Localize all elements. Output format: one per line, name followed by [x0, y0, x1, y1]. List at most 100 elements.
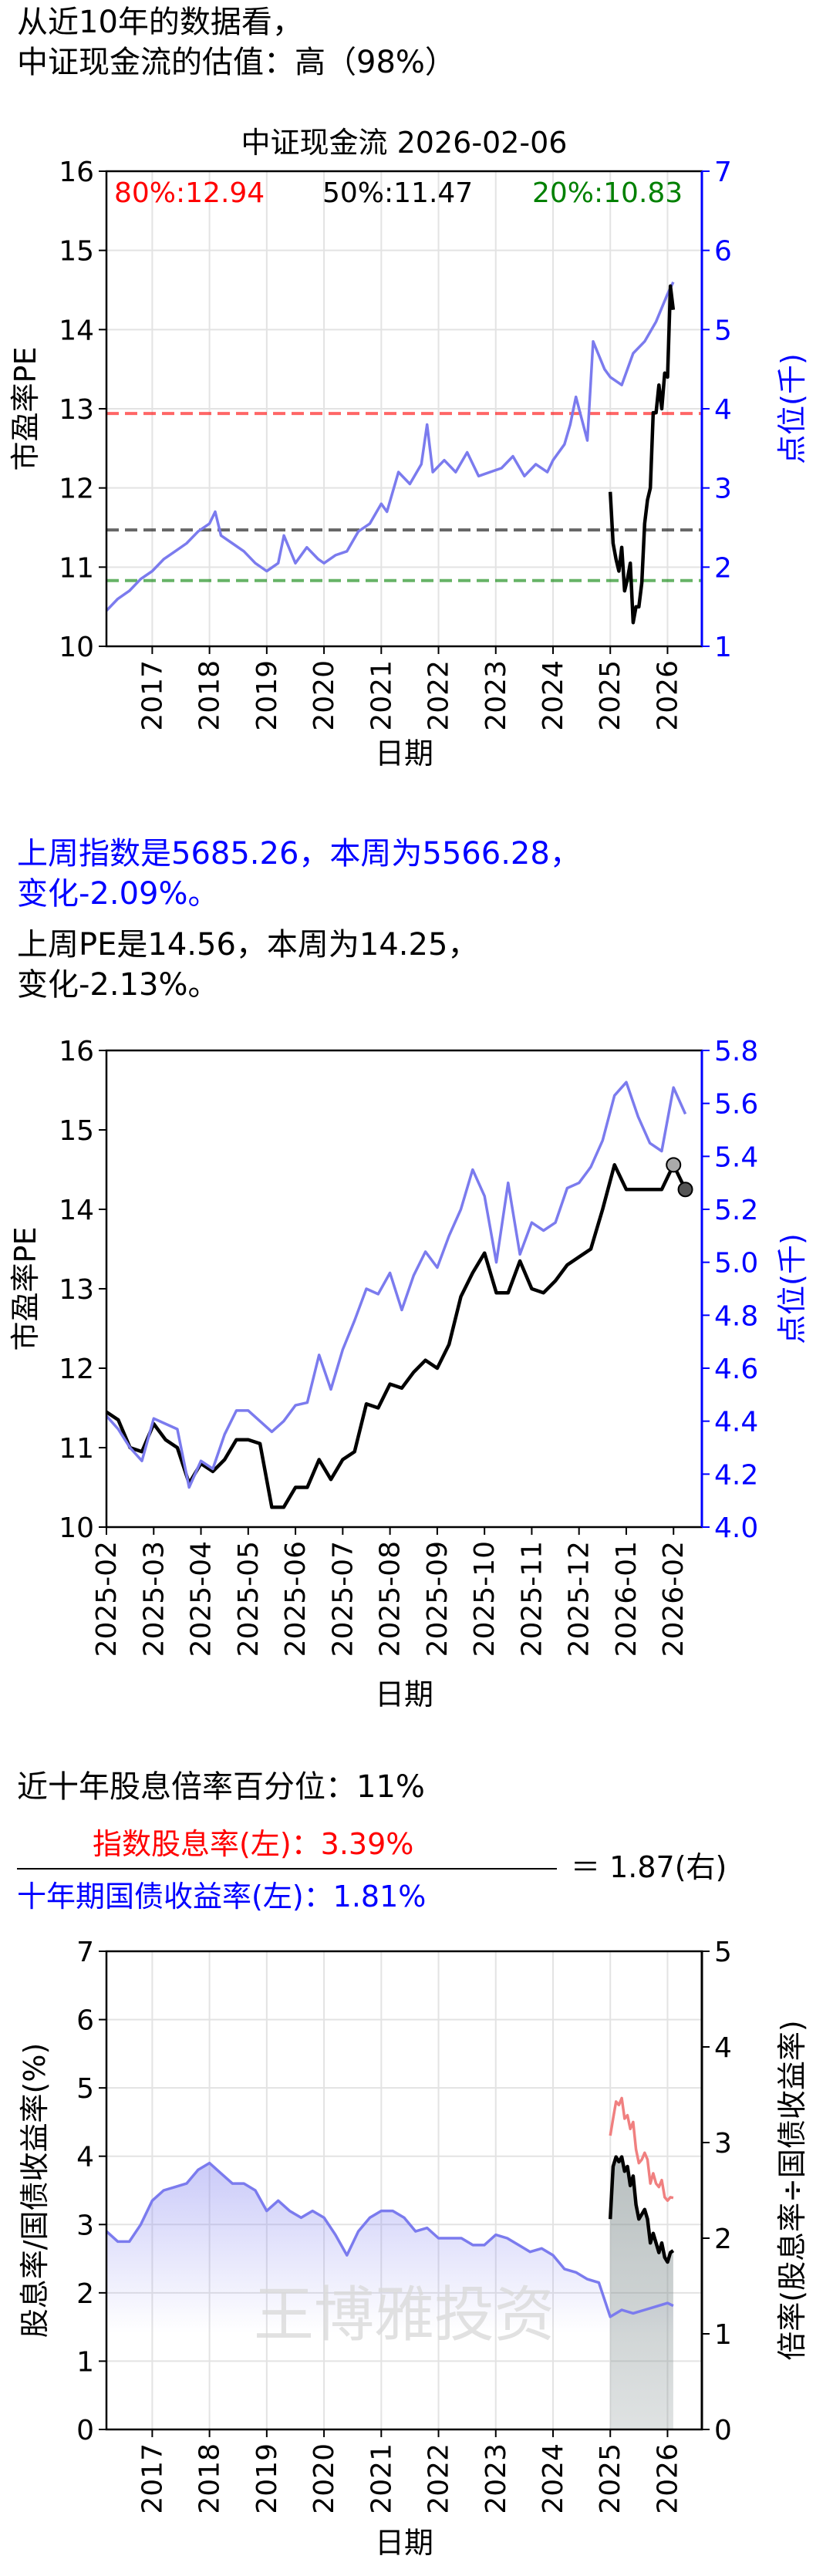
y2-tick-label: 4.0: [714, 1512, 758, 1544]
x-tick-label: 2019: [251, 2443, 283, 2514]
fraction-bar: [17, 1868, 557, 1870]
y2-axis-label: 点位(千): [775, 353, 809, 464]
x-tick-label: 2022: [423, 660, 455, 731]
y2-tick-label: 4.8: [714, 1300, 758, 1332]
x-axis-label: 日期: [375, 1677, 433, 1711]
series-line-0: [105, 281, 675, 612]
x-tick-label: 2025-05: [233, 1541, 265, 1657]
valuation-headline-2: 中证现金流的估值：高（98%）: [17, 45, 456, 80]
x-tick-label: 2020: [309, 660, 340, 731]
index-change-line-2: 变化-2.09%。: [17, 876, 219, 912]
percentile-label-0: 80%:12.94: [114, 177, 265, 209]
x-tick-label: 2018: [194, 2443, 226, 2514]
y2-tick-label: 5.0: [714, 1248, 758, 1280]
y2-tick-label: 5.4: [714, 1141, 758, 1173]
y2-tick-label: 3: [714, 2128, 732, 2160]
x-tick-label: 2022: [423, 2443, 455, 2514]
series-line-1: [609, 2096, 674, 2203]
x-tick-label: 2025-03: [138, 1541, 170, 1657]
bond-yield-fill: [106, 2163, 673, 2334]
y2-tick-label: 6: [714, 236, 732, 268]
chart-title: 中证现金流 2026-02-06: [241, 126, 568, 160]
pe-index-chart-1y: 10 11 12 13 14 15 16 4.0 4.2 4.4 4.6 4.8 5.0 5.2 5.4 5.…: [8, 1036, 809, 1711]
x-tick-label: 2025: [595, 2443, 626, 2514]
y-tick-label: 12: [59, 1354, 94, 1385]
bond-yield-denominator: 十年期国债收益率(左)：1.81%: [17, 1880, 427, 1913]
pe-marker-1: [677, 1182, 693, 1198]
y2-tick-label: 1: [714, 2319, 732, 2351]
y-tick-label: 10: [59, 1512, 94, 1544]
ratio-fill: [610, 2156, 673, 2429]
valuation-headline-1: 从近10年的数据看，: [17, 5, 303, 40]
series-line-0: [105, 1163, 687, 1509]
x-axis-label: 日期: [375, 737, 433, 770]
y-tick-label: 13: [59, 1274, 94, 1306]
y2-tick-label: 2: [714, 552, 732, 584]
index-change-line-1: 上周指数是5685.26，本周为5566.28，: [17, 836, 581, 872]
y-tick-label: 7: [76, 1937, 94, 1968]
x-tick-label: 2024: [538, 2443, 569, 2514]
y2-tick-label: 0: [714, 2415, 732, 2446]
x-tick-label: 2020: [309, 2443, 340, 2514]
y2-tick-label: 5.8: [714, 1036, 758, 1067]
y-tick-label: 14: [59, 315, 94, 346]
x-tick-label: 2024: [538, 660, 569, 731]
dividend-yield-numerator: 指数股息率(左)：3.39%: [93, 1827, 414, 1861]
y2-tick-label: 5: [714, 315, 732, 346]
x-tick-label: 2025-04: [186, 1541, 218, 1657]
y-tick-label: 14: [59, 1195, 94, 1226]
y2-tick-label: 1: [714, 632, 732, 663]
pe-change-line-2: 变化-2.13%。: [17, 967, 219, 1003]
ratio-result: ＝ 1.87(右): [571, 1850, 727, 1884]
y-tick-label: 3: [76, 2210, 94, 2241]
y-axis-label: 市盈率PE: [8, 347, 42, 471]
y-tick-label: 15: [59, 1115, 94, 1147]
y-tick-label: 10: [59, 632, 94, 663]
y-tick-label: 0: [76, 2415, 94, 2446]
y-axis-label: 市盈率PE: [8, 1227, 42, 1351]
y-tick-label: 16: [59, 157, 94, 188]
x-tick-label: 2017: [137, 2443, 168, 2514]
y2-tick-label: 4: [714, 2032, 732, 2064]
y-tick-label: 5: [76, 2073, 94, 2105]
pe-index-chart-10y: 中证现金流 2026-02-06 80%:12.94 50%:11.47 20%:10…: [8, 126, 809, 770]
watermark-text: 王博雅投资: [254, 2281, 555, 2350]
y2-tick-label: 4.6: [714, 1354, 758, 1385]
x-tick-label: 2023: [481, 2443, 512, 2514]
y2-tick-label: 4.2: [714, 1459, 758, 1491]
percentile-label-1: 50%:11.47: [322, 177, 473, 209]
y2-tick-label: 2: [714, 2224, 732, 2255]
series-line-1: [608, 284, 676, 625]
y2-tick-label: 5: [714, 1937, 732, 1968]
x-tick-label: 2023: [481, 660, 512, 731]
x-tick-label: 2025-02: [91, 1541, 123, 1657]
x-tick-label: 2025-06: [280, 1541, 312, 1657]
x-tick-label: 2026-02: [658, 1541, 690, 1657]
x-tick-label: 2021: [366, 2443, 397, 2514]
series-line-0: [105, 2161, 674, 2318]
percentile-label-2: 20%:10.83: [532, 177, 683, 209]
y2-tick-label: 4.4: [714, 1407, 758, 1438]
x-tick-label: 2025: [595, 660, 626, 731]
y-tick-label: 11: [59, 1433, 94, 1465]
x-tick-label: 2025-10: [469, 1541, 501, 1657]
y2-tick-label: 7: [714, 157, 732, 188]
x-tick-label: 2026-01: [611, 1541, 642, 1657]
x-tick-label: 2021: [366, 660, 397, 731]
y2-axis-label: 倍率(股息率÷国债收益率): [775, 2020, 809, 2361]
y-tick-label: 13: [59, 394, 94, 426]
series-line-1: [105, 1081, 687, 1489]
x-tick-label: 2025-09: [422, 1541, 454, 1657]
y-tick-label: 6: [76, 2005, 94, 2037]
y2-tick-label: 5.6: [714, 1089, 758, 1121]
y-tick-label: 1: [76, 2346, 94, 2378]
y2-tick-label: 4: [714, 394, 732, 426]
pe-marker-0: [666, 1157, 682, 1173]
x-tick-label: 2017: [137, 660, 168, 731]
x-axis-label: 日期: [375, 2526, 433, 2560]
y-tick-label: 2: [76, 2278, 94, 2310]
x-tick-label: 2018: [194, 660, 226, 731]
y-tick-label: 15: [59, 236, 94, 268]
series-line-2: [608, 2155, 675, 2264]
dividend-percentile-text: 近十年股息倍率百分位：11%: [17, 1769, 425, 1805]
